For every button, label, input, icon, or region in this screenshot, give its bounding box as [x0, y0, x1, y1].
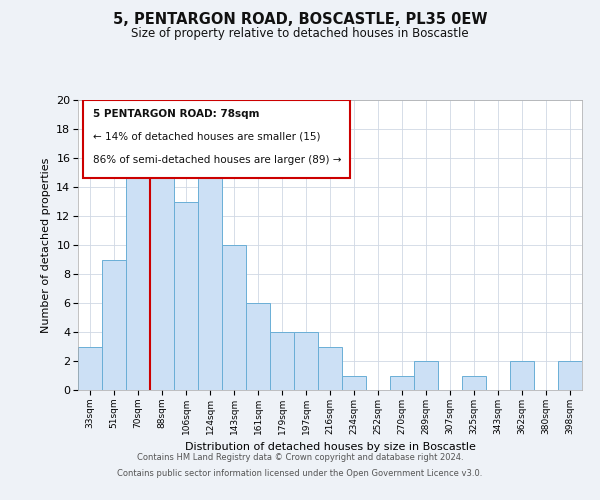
Bar [198, 172, 222, 390]
Bar [270, 332, 294, 390]
Bar [174, 202, 198, 390]
FancyBboxPatch shape [83, 100, 350, 178]
Text: 86% of semi-detached houses are larger (89) →: 86% of semi-detached houses are larger (… [93, 155, 341, 165]
Bar [126, 158, 150, 390]
Text: ← 14% of detached houses are smaller (15): ← 14% of detached houses are smaller (15… [93, 132, 320, 142]
Bar [318, 346, 342, 390]
Bar [558, 361, 582, 390]
Bar [294, 332, 318, 390]
Bar [150, 172, 174, 390]
Y-axis label: Number of detached properties: Number of detached properties [41, 158, 50, 332]
Text: Contains HM Land Registry data © Crown copyright and database right 2024.: Contains HM Land Registry data © Crown c… [137, 452, 463, 462]
Text: Contains public sector information licensed under the Open Government Licence v3: Contains public sector information licen… [118, 468, 482, 477]
Bar [102, 260, 126, 390]
Bar [78, 346, 102, 390]
Bar [390, 376, 414, 390]
Bar [222, 245, 246, 390]
Bar [462, 376, 486, 390]
Text: Size of property relative to detached houses in Boscastle: Size of property relative to detached ho… [131, 28, 469, 40]
Text: 5, PENTARGON ROAD, BOSCASTLE, PL35 0EW: 5, PENTARGON ROAD, BOSCASTLE, PL35 0EW [113, 12, 487, 28]
Text: 5 PENTARGON ROAD: 78sqm: 5 PENTARGON ROAD: 78sqm [93, 108, 260, 118]
Bar [342, 376, 366, 390]
Bar [246, 303, 270, 390]
Bar [510, 361, 534, 390]
X-axis label: Distribution of detached houses by size in Boscastle: Distribution of detached houses by size … [185, 442, 475, 452]
Bar [414, 361, 438, 390]
